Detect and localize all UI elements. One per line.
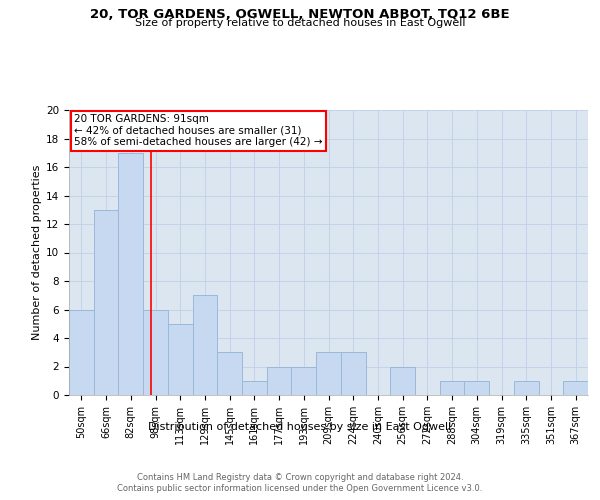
Bar	[563, 381, 588, 395]
Bar	[168, 324, 193, 395]
Bar	[464, 381, 489, 395]
Bar	[316, 352, 341, 395]
Text: Size of property relative to detached houses in East Ogwell: Size of property relative to detached ho…	[135, 18, 465, 28]
Bar	[242, 381, 267, 395]
Bar	[69, 310, 94, 395]
Bar	[267, 366, 292, 395]
Text: 20, TOR GARDENS, OGWELL, NEWTON ABBOT, TQ12 6BE: 20, TOR GARDENS, OGWELL, NEWTON ABBOT, T…	[90, 8, 510, 20]
Bar	[217, 352, 242, 395]
Bar	[193, 295, 217, 395]
Bar	[118, 153, 143, 395]
Bar	[514, 381, 539, 395]
Text: 20 TOR GARDENS: 91sqm
← 42% of detached houses are smaller (31)
58% of semi-deta: 20 TOR GARDENS: 91sqm ← 42% of detached …	[74, 114, 323, 148]
Y-axis label: Number of detached properties: Number of detached properties	[32, 165, 42, 340]
Text: Contains public sector information licensed under the Open Government Licence v3: Contains public sector information licen…	[118, 484, 482, 493]
Text: Contains HM Land Registry data © Crown copyright and database right 2024.: Contains HM Land Registry data © Crown c…	[137, 472, 463, 482]
Bar	[94, 210, 118, 395]
Bar	[440, 381, 464, 395]
Bar	[390, 366, 415, 395]
Bar	[143, 310, 168, 395]
Bar	[292, 366, 316, 395]
Text: Distribution of detached houses by size in East Ogwell: Distribution of detached houses by size …	[148, 422, 452, 432]
Bar	[341, 352, 365, 395]
